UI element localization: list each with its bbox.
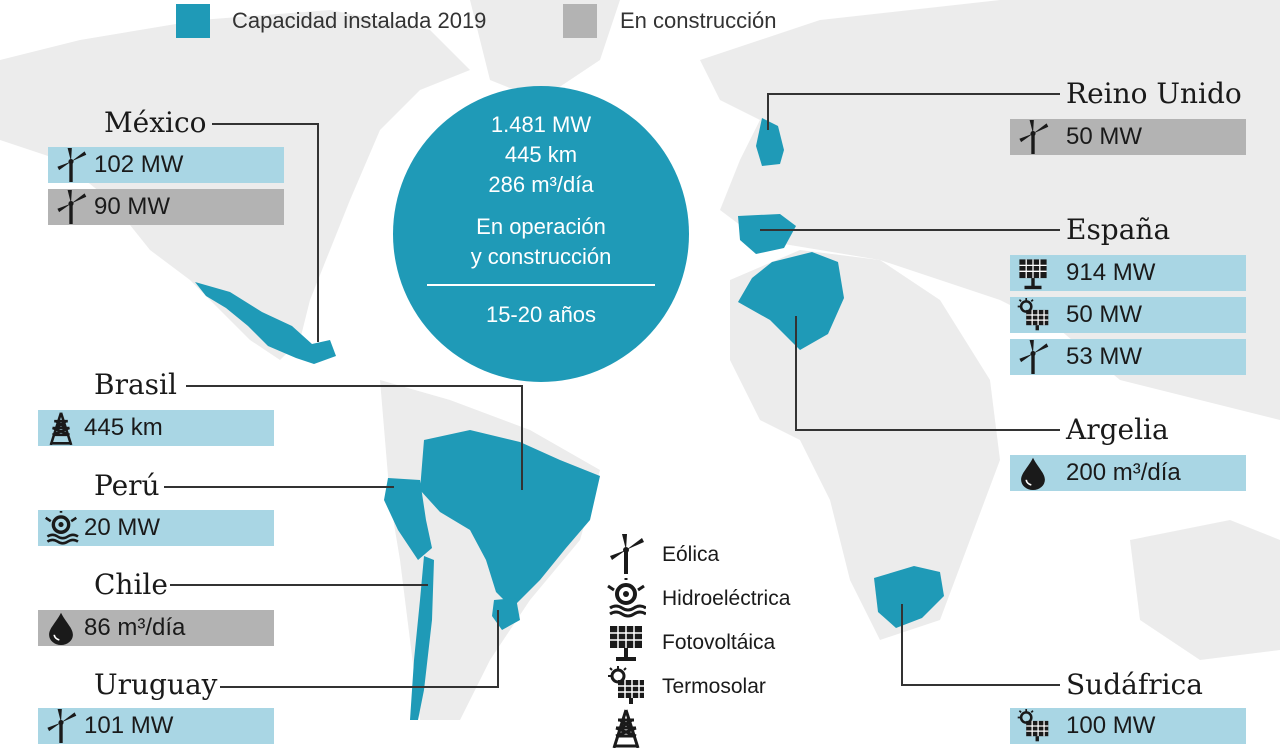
connector-sudafrica [901,604,1060,686]
country-chile-shape [410,556,434,720]
summary-divider [427,284,655,286]
bar-espana-pv: 914 MW [1010,255,1246,291]
summary-distance: 445 km [504,142,578,167]
key-label: Hidroeléctrica [662,587,791,610]
hydro-icon [42,511,80,545]
summary-duration: 15-20 años [485,302,597,327]
key-label: Eólica [662,543,720,566]
bar-brasil-installed: 445 km [38,410,274,446]
bar-value: 445 km [84,414,163,441]
country-algeria-shape [738,252,844,350]
country-spain-shape [738,214,796,254]
legend-label-installed: Capacidad instalada 2019 [232,8,487,33]
connector-uruguay [220,610,499,688]
wind-icon [42,709,80,743]
connector-argelia [795,316,1060,431]
hydro-icon [606,578,646,618]
wind-icon [1014,120,1052,154]
country-uk-shape [756,118,784,166]
summary-power: 1.481 MW [490,112,592,137]
key-label: Termosolar [662,675,766,698]
bar-value: 90 MW [94,193,171,220]
solar-panel-icon [1014,256,1052,290]
bar-uruguay-installed: 101 MW [38,708,274,744]
bar-espana-wind: 53 MW [1010,339,1246,375]
country-name-argelia: Argelia [1066,413,1169,446]
bar-chile-construction: 86 m³/día [38,610,274,646]
wind-icon [1014,340,1052,374]
country-name-chile: Chile [94,568,168,601]
bar-sudafrica-installed: 100 MW [1010,708,1246,744]
thermosolar-icon [606,666,646,706]
bar-value: 102 MW [94,151,184,178]
bar-value: 50 MW [1066,123,1143,150]
country-name-sudafrica: Sudáfrica [1066,668,1203,701]
bar-value: 101 MW [84,712,174,739]
country-name-uruguay: Uruguay [94,668,218,701]
world-map [0,0,1280,720]
land-australia [1130,520,1280,660]
summary-status-line2: y construcción [470,244,612,269]
bar-mexico-construction: 90 MW [48,189,284,225]
key-label: Fotovoltáica [662,631,776,654]
country-peru-shape [384,478,432,560]
bar-reino-unido-construction: 50 MW [1010,119,1246,155]
solar-panel-icon [606,622,646,662]
bar-argelia-installed: 200 m³/día [1010,455,1246,491]
land-greenland [470,0,620,100]
land-north-america [0,10,470,360]
bar-peru-installed: 20 MW [38,510,274,546]
water-drop-icon [1014,456,1052,490]
summary-circle: 1.481 MW 445 km 286 m³/día En operación … [393,86,689,382]
legend-label-construction: En construcción [620,8,777,33]
country-brasil-shape [420,430,600,608]
bar-value: 100 MW [1066,712,1156,739]
transmission-tower-icon [42,411,80,445]
thermosolar-icon [1014,709,1052,743]
bar-value: 914 MW [1066,259,1156,286]
summary-water: 286 m³/día [488,172,594,197]
connector-brasil [186,385,523,490]
bar-value: 86 m³/día [84,614,186,641]
summary-status-line1: En operación [476,214,606,239]
bar-mexico-installed: 102 MW [48,147,284,183]
legend-swatch-construction [563,4,597,38]
water-drop-icon [42,611,80,645]
bar-espana-thermosolar: 50 MW [1010,297,1246,333]
wind-icon [52,148,90,182]
bar-value: 200 m³/día [1066,459,1181,486]
country-name-peru: Perú [94,469,160,502]
country-name-reino-unido: Reino Unido [1066,77,1242,110]
connector-mexico [212,123,319,342]
connector-reino-unido [767,93,1060,130]
legend-swatch-installed [176,4,210,38]
bar-value: 53 MW [1066,343,1143,370]
bar-value: 50 MW [1066,301,1143,328]
transmission-tower-icon [606,708,646,748]
country-name-mexico: México [104,106,207,139]
wind-icon [52,190,90,224]
country-south-africa-shape [874,566,944,628]
country-name-espana: España [1066,213,1171,246]
country-name-brasil: Brasil [94,368,177,401]
thermosolar-icon [1014,298,1052,332]
wind-icon [606,534,646,574]
bar-value: 20 MW [84,514,161,541]
country-mexico-shape [195,282,336,364]
